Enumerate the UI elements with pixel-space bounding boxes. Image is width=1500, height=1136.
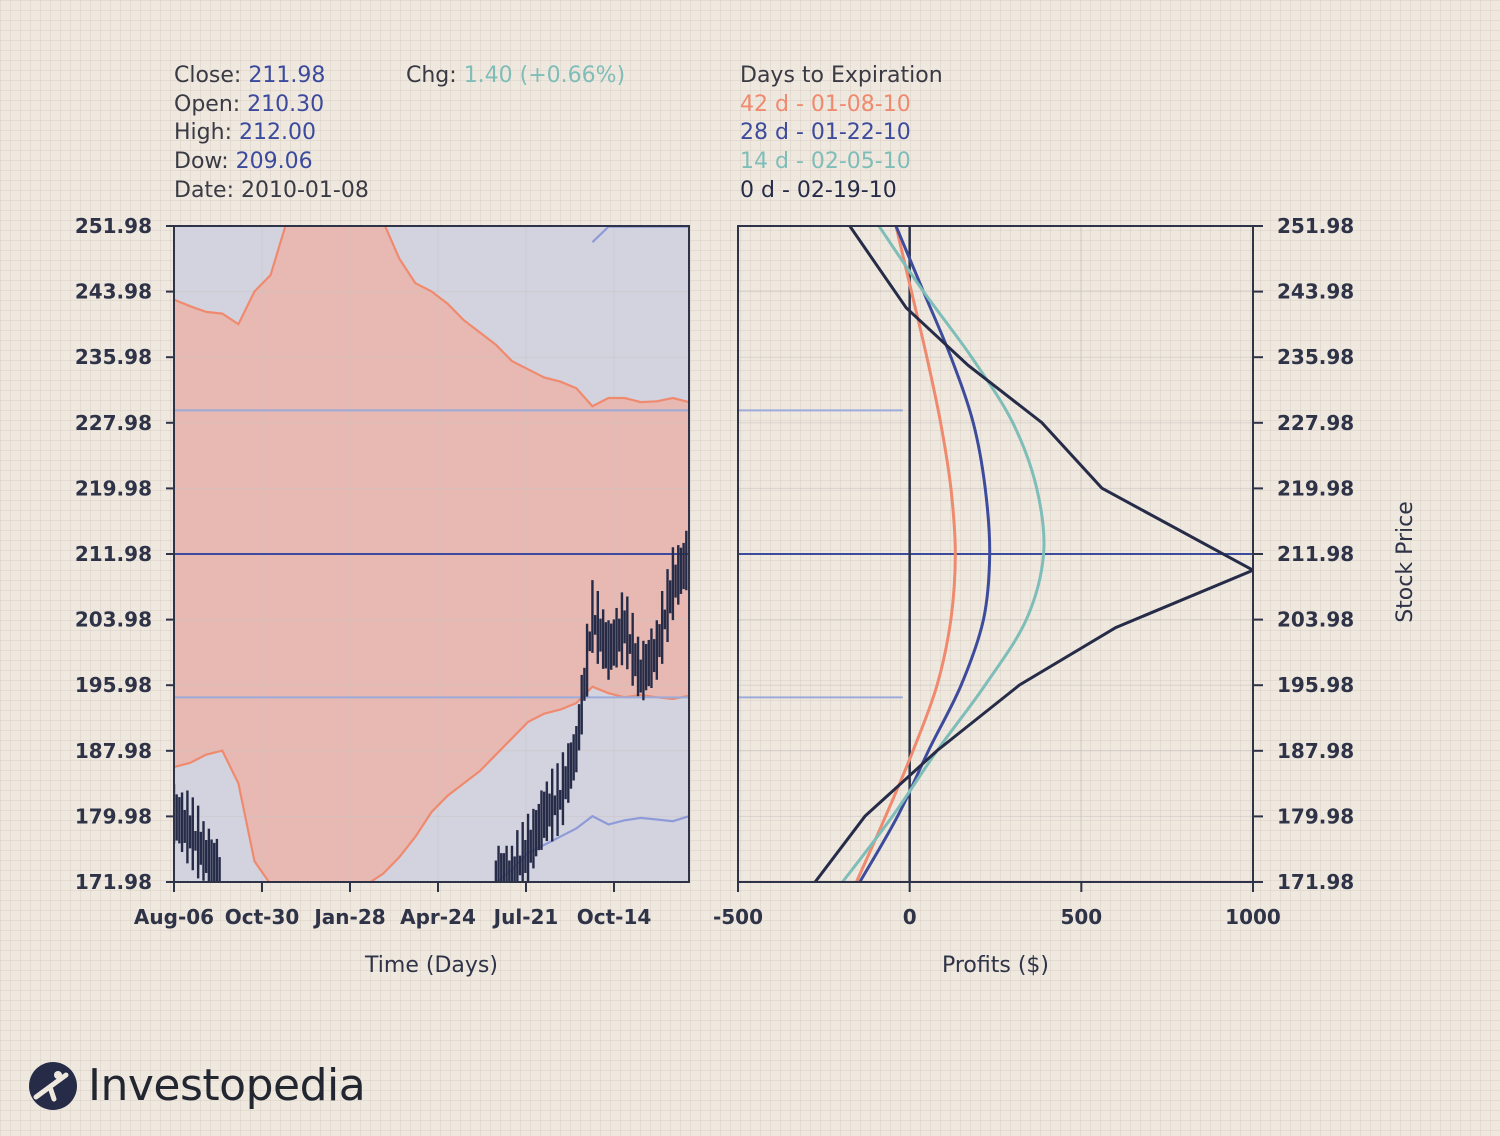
brand-logo: Investopedia xyxy=(28,1060,366,1111)
left-plot-area xyxy=(174,226,689,882)
y-tick-label-right: 243.98 xyxy=(1277,280,1354,304)
x-tick-label-left: Jul-21 xyxy=(492,905,559,929)
legend-title: Days to Expiration xyxy=(740,63,943,88)
x-axis-label-left: Time (Days) xyxy=(364,953,498,978)
y-tick-label-left: 219.98 xyxy=(75,476,152,500)
y-tick-label-right: 251.98 xyxy=(1277,214,1354,238)
change-stat: Chg: 1.40 (+0.66%) xyxy=(406,62,625,91)
price-time-panel xyxy=(174,226,689,882)
profit-curve-42d xyxy=(855,226,957,882)
open-row: Open: 210.30 xyxy=(174,91,369,120)
y-tick-label-right: 195.98 xyxy=(1277,673,1354,697)
x-tick-label-left: Apr-24 xyxy=(400,905,476,929)
y-axis-label-right: Stock Price xyxy=(1393,501,1418,623)
x-tick-label-left: Aug-06 xyxy=(134,905,214,929)
dow-value: 209.06 xyxy=(235,149,313,175)
y-tick-label-left: 235.98 xyxy=(75,345,152,369)
legend-item-0d: 0 d - 02-19-10 xyxy=(740,177,897,203)
y-tick-label-right: 179.98 xyxy=(1277,804,1354,828)
y-tick-label-right: 211.98 xyxy=(1277,542,1354,566)
x-tick-label-right: -500 xyxy=(713,905,763,929)
x-tick-label-right: 500 xyxy=(1060,905,1102,929)
y-tick-label-left: 211.98 xyxy=(75,542,152,566)
profit-curve-14d xyxy=(841,226,1046,882)
x-tick-label-left: Oct-14 xyxy=(577,905,652,929)
y-tick-label-left: 187.98 xyxy=(75,739,152,763)
investopedia-logo-icon xyxy=(29,1061,77,1110)
y-tick-label-left: 251.98 xyxy=(75,214,152,238)
right-plot-area xyxy=(738,226,1253,882)
high-value: 212.00 xyxy=(238,120,316,146)
x-axis-label-right: Profits ($) xyxy=(942,953,1049,978)
y-tick-label-left: 243.98 xyxy=(75,280,152,304)
legend-item-42d: 42 d - 01-08-10 xyxy=(740,91,911,117)
y-tick-label-right: 187.98 xyxy=(1277,739,1354,763)
close-value: 211.98 xyxy=(248,63,326,88)
date-row: Date: 2010-01-08 xyxy=(174,177,369,206)
y-tick-label-right: 227.98 xyxy=(1277,411,1354,435)
profit-panel xyxy=(738,226,1253,882)
price-series xyxy=(174,530,688,882)
y-tick-label-left: 195.98 xyxy=(75,673,152,697)
chg-value: 1.40 (+0.66%) xyxy=(463,63,626,88)
open-label: Open: xyxy=(174,91,241,117)
y-tick-label-right: 171.98 xyxy=(1277,870,1354,894)
close-label: Close: xyxy=(174,63,242,88)
y-tick-label-right: 235.98 xyxy=(1277,345,1354,369)
dow-row: Dow: 209.06 xyxy=(174,148,369,177)
lower-band-line xyxy=(174,685,689,882)
y-tick-label-left: 179.98 xyxy=(75,804,152,828)
brand-name: Investopedia xyxy=(88,1060,366,1111)
y-tick-label-right: 219.98 xyxy=(1277,476,1354,500)
dow-label: Dow: xyxy=(174,149,229,175)
high-row: High: 212.00 xyxy=(174,119,369,148)
upper-band-line xyxy=(174,226,689,408)
axes: 251.98 243.98 235.98 227.98 219.98 211.98 203.… xyxy=(75,214,1418,978)
y-tick-label-right: 203.98 xyxy=(1277,608,1354,632)
close-row: Close: 211.98 xyxy=(174,62,369,91)
date-label: Date: xyxy=(174,177,234,203)
legend-item-28d: 28 d - 01-22-10 xyxy=(740,120,911,146)
y-tick-label-left: 203.98 xyxy=(75,608,152,632)
quote-stats: Close: 211.98 Open: 210.30 High: 212.00 … xyxy=(174,62,369,206)
profit-curve-0d xyxy=(814,226,1253,882)
x-tick-label-left: Oct-30 xyxy=(225,905,300,929)
y-tick-label-left: 227.98 xyxy=(75,411,152,435)
x-tick-label-right: 1000 xyxy=(1225,905,1281,929)
date-value: 2010-01-08 xyxy=(241,177,369,203)
open-value: 210.30 xyxy=(247,91,325,117)
profit-curve-28d xyxy=(858,226,992,882)
y-tick-label-left: 171.98 xyxy=(75,870,152,894)
chg-label: Chg: xyxy=(406,63,457,88)
expiration-legend: Days to Expiration 42 d - 01-08-10 28 d … xyxy=(740,62,943,206)
x-tick-label-right: 0 xyxy=(903,905,917,929)
legend-item-14d: 14 d - 02-05-10 xyxy=(740,149,911,175)
high-label: High: xyxy=(174,120,232,146)
x-tick-label-left: Jan-28 xyxy=(312,905,385,929)
